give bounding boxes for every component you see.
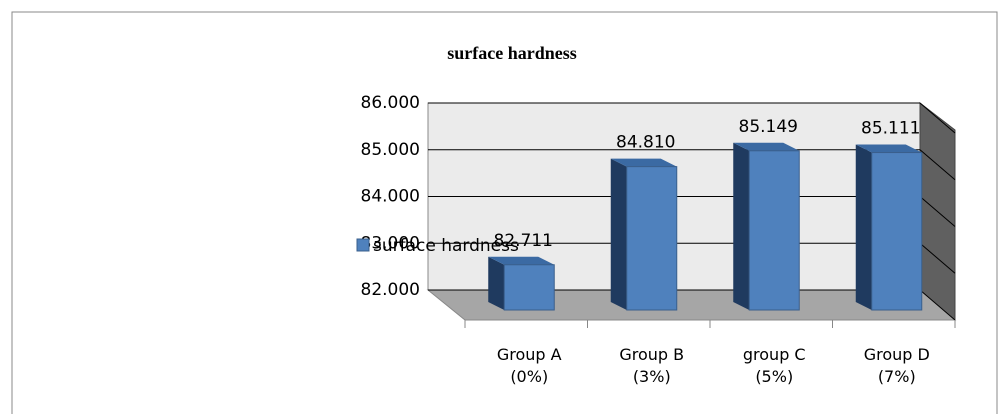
- x-tick-label: Group B (3%): [619, 345, 685, 386]
- bar-top: [488, 256, 555, 265]
- legend-label: surface hardness: [373, 236, 519, 256]
- bar: [748, 150, 800, 311]
- grid-line: [919, 149, 956, 181]
- grid-line: [919, 289, 956, 321]
- y-tick-label: 85.000: [361, 140, 420, 160]
- y-tick-label: 84.000: [361, 187, 420, 207]
- x-tick-label: Group D (7%): [863, 345, 930, 386]
- y-tick-label: 82.000: [361, 280, 420, 300]
- chart-title: surface hardness: [447, 43, 577, 63]
- grid-line: [919, 102, 956, 134]
- grid-line: [919, 242, 956, 274]
- bar: [503, 264, 555, 311]
- legend-swatch: [356, 238, 370, 252]
- bar-side: [610, 158, 627, 310]
- y-tick-label: 83.000: [361, 233, 420, 253]
- bar: [871, 152, 923, 311]
- value-label: 85.149: [739, 117, 798, 137]
- grid-line: [919, 196, 956, 227]
- bar-top: [733, 142, 800, 151]
- bar-side: [733, 142, 750, 310]
- value-label: 84.810: [616, 133, 675, 153]
- x-tick-label: Group A (0%): [496, 345, 562, 386]
- value-label: 85.111: [861, 119, 920, 139]
- bar-side: [488, 256, 505, 310]
- bar-side: [855, 144, 872, 310]
- bar: [626, 166, 678, 311]
- bar-top: [610, 158, 677, 167]
- value-label: 82.711: [494, 231, 553, 251]
- bar-top: [855, 144, 922, 153]
- y-tick-label: 86.000: [361, 93, 420, 113]
- x-tick-label: group C (5%): [742, 345, 806, 386]
